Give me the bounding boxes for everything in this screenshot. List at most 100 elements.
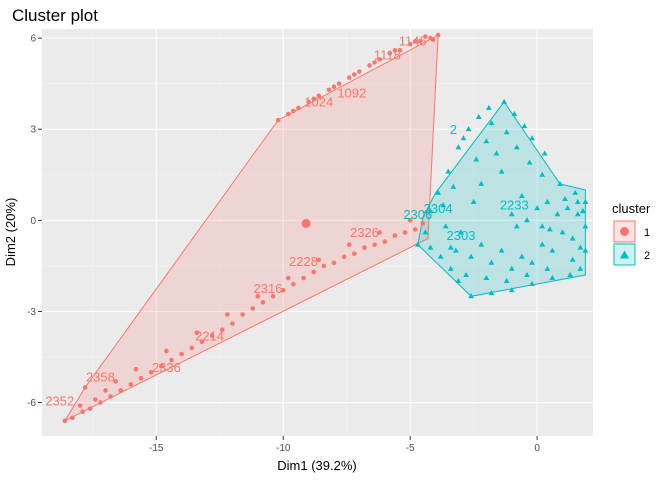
- cluster-1-point: [189, 345, 195, 351]
- cluster-1-point-label: 2214: [195, 328, 224, 343]
- cluster-1-point-label: 2336: [152, 360, 181, 375]
- cluster-1-point: [199, 339, 205, 345]
- y-tick-label: 0: [30, 216, 36, 227]
- cluster-2-point: [478, 180, 485, 186]
- cluster-1-point: [133, 366, 139, 372]
- cluster-1-point: [407, 218, 413, 223]
- cluster-2-point: [549, 247, 556, 253]
- cluster-2-point: [455, 277, 462, 284]
- cluster-2-point-label: 2233: [500, 198, 529, 213]
- cluster-1-point: [219, 327, 225, 332]
- legend: cluster 12: [612, 201, 651, 266]
- cluster-1-point-label: 2352: [45, 394, 74, 409]
- cluster-2-point: [569, 256, 576, 262]
- cluster-1-point: [98, 400, 103, 405]
- cluster-1-point: [316, 257, 322, 263]
- cluster-1-point: [62, 418, 68, 424]
- cluster-2-point-label: 2: [450, 122, 457, 137]
- cluster-1-point: [331, 260, 337, 266]
- legend-symbol-2: [620, 250, 629, 259]
- cluster-2-point: [468, 253, 474, 259]
- chart-title: Cluster plot: [12, 6, 98, 25]
- y-tick-label: 6: [30, 34, 36, 45]
- cluster-2-point: [567, 271, 574, 277]
- cluster-2-point: [539, 223, 546, 229]
- cluster-2-point: [546, 226, 553, 232]
- cluster-2-point: [465, 126, 472, 132]
- cluster-2-point: [422, 229, 429, 235]
- cluster-1-point: [80, 409, 85, 415]
- cluster-2-point: [574, 211, 581, 217]
- cluster-2-point: [470, 198, 477, 205]
- cluster-1-point: [260, 300, 266, 305]
- axes: -15 -10 -5 0 -6 -3 0 3 6: [27, 34, 540, 454]
- cluster-2-point: [582, 223, 589, 229]
- cluster-2-point: [488, 259, 495, 265]
- y-axis-title: Dim2 (20%): [3, 198, 18, 267]
- cluster-1-point: [113, 379, 118, 384]
- cluster-2-point: [521, 122, 528, 129]
- cluster-1-point: [306, 99, 311, 105]
- cluster-2-point: [483, 274, 490, 280]
- cluster-1-point: [412, 38, 418, 44]
- cluster-2-point: [447, 265, 454, 271]
- cluster-2-point: [554, 211, 561, 217]
- cluster-2-point: [450, 183, 457, 189]
- cluster-1-point: [372, 60, 377, 65]
- y-tick-label: 3: [30, 125, 36, 136]
- cluster-2-point: [513, 223, 520, 229]
- cluster-1-point-label: 1024: [304, 94, 333, 109]
- cluster-2-point: [577, 244, 584, 250]
- cluster-1-point: [321, 263, 327, 269]
- y-tick-label: -6: [27, 398, 36, 409]
- cluster-2-point: [414, 241, 421, 247]
- cluster-1-point: [435, 32, 441, 38]
- cluster-1-point: [301, 275, 306, 281]
- cluster-2-point: [529, 135, 535, 141]
- cluster-1-point: [250, 306, 256, 311]
- cluster-1-point: [372, 242, 377, 247]
- cluster-1-point: [397, 47, 403, 53]
- cluster-1-point: [108, 394, 113, 399]
- cluster-1-point: [70, 415, 75, 421]
- cluster-2-point: [544, 198, 551, 205]
- cluster-2-point: [442, 223, 449, 229]
- cluster-1-point: [407, 41, 413, 47]
- cluster-1-point: [311, 96, 316, 102]
- cluster-1-point: [230, 321, 235, 326]
- cluster-2-point: [453, 247, 459, 253]
- cluster-1-point: [326, 87, 332, 93]
- x-axis-title: Dim1 (39.2%): [277, 458, 356, 473]
- cluster-2-point: [511, 110, 518, 116]
- cluster-2-point: [529, 259, 535, 265]
- cluster-1-point: [103, 388, 108, 393]
- cluster-2-point: [572, 189, 579, 195]
- cluster-2-point: [427, 208, 434, 214]
- cluster-1-point: [392, 47, 398, 53]
- cluster-1-point: [82, 385, 88, 390]
- cluster-1-point: [430, 37, 436, 42]
- cluster-1-point: [285, 111, 291, 117]
- cluster-1-point-label: 1145: [399, 34, 427, 49]
- cluster-2-point: [508, 287, 515, 293]
- data-points: [62, 32, 589, 424]
- cluster-1-point: [357, 69, 362, 74]
- cluster-2-point: [498, 247, 505, 253]
- cluster-1-point: [341, 254, 347, 260]
- cluster-1-point: [159, 363, 164, 369]
- cluster-2-point: [463, 271, 469, 277]
- cluster-2-point: [579, 208, 586, 214]
- grid-lines: [42, 29, 593, 436]
- legend-label-2: 2: [644, 250, 650, 262]
- cluster-2-point-label: 2303: [447, 228, 476, 243]
- cluster-2-point: [541, 150, 548, 156]
- cluster-1-point: [280, 287, 286, 293]
- cluster-2-point: [582, 198, 589, 205]
- cluster-1-point: [316, 93, 322, 99]
- cluster-2-point: [488, 290, 495, 296]
- cluster-2-point: [503, 277, 510, 284]
- cluster-1-centroid: [301, 218, 311, 228]
- cluster-1-point-label: 1092: [337, 85, 366, 100]
- cluster-2-point: [513, 144, 520, 150]
